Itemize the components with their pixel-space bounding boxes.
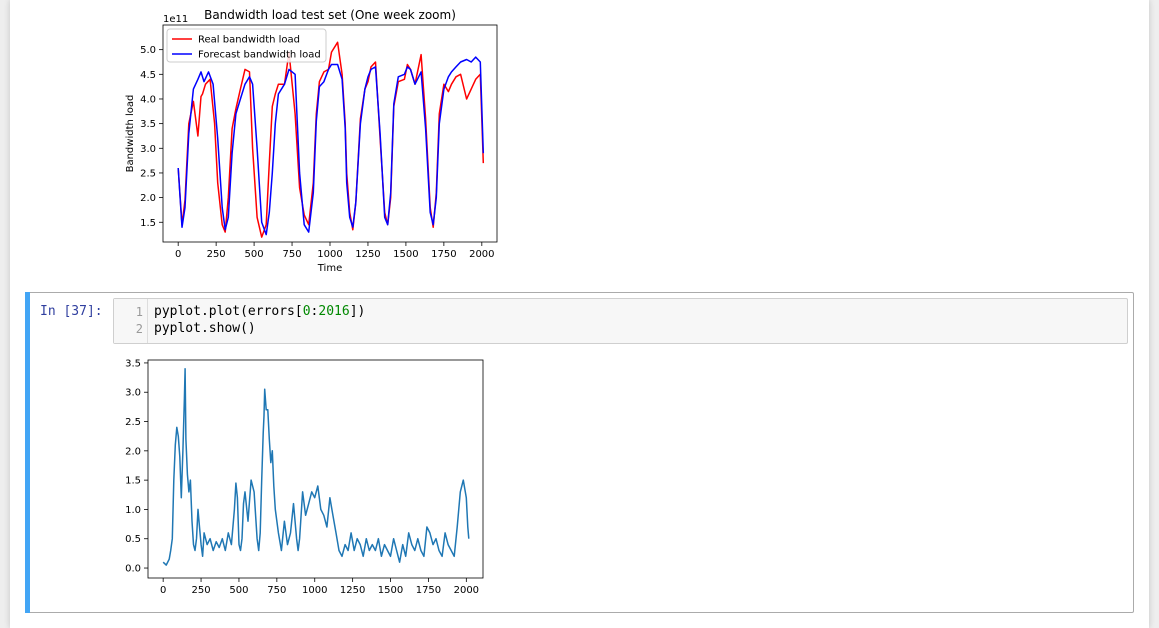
line-number: 1 <box>135 305 143 319</box>
y-tick-label: 1.0 <box>125 505 141 516</box>
x-tick-label: 2000 <box>469 249 494 260</box>
legend-label: Forecast bandwidth load <box>198 50 321 61</box>
y-tick-label: 2.5 <box>125 417 141 428</box>
series-line-1 <box>162 368 470 566</box>
series-line-2 <box>177 56 485 236</box>
legend-box <box>166 28 327 63</box>
x-tick-label: 750 <box>267 585 286 596</box>
input-prompt: In [37]: <box>40 304 103 319</box>
y-tick-label: 1.5 <box>125 476 141 487</box>
y-tick-label: 3.0 <box>125 388 141 399</box>
chart-title: Bandwidth load test set (One week zoom) <box>204 8 456 22</box>
y-tick-label: 5.0 <box>140 45 156 56</box>
code-number: 2016 <box>318 304 350 319</box>
x-tick-label: 250 <box>192 585 211 596</box>
y-tick-label: 4.5 <box>140 70 156 81</box>
x-tick-label: 1750 <box>431 249 456 260</box>
y-tick-label: 0.0 <box>125 564 141 575</box>
x-tick-label: 500 <box>245 249 264 260</box>
code-line-1[interactable]: pyplot.plot(errors[0:2016]) <box>154 304 365 319</box>
legend-label: Real bandwidth load <box>198 35 300 46</box>
x-tick-label: 1250 <box>340 585 365 596</box>
x-tick-label: 1500 <box>378 585 403 596</box>
y-tick-label: 0.5 <box>125 534 141 545</box>
bandwidth-forecast-chart: 0 250 500 750 1000 1250 1500 1750 2000 1.5 2.0 2.5 3… <box>125 8 498 274</box>
y-tick-label: 4.0 <box>140 94 156 105</box>
y-tick-label: 3.5 <box>125 358 141 369</box>
x-tick-label: 1000 <box>317 249 342 260</box>
x-tick-label: 250 <box>207 249 226 260</box>
x-tick-label: 0 <box>175 249 181 260</box>
y-tick-label: 3.0 <box>140 144 156 155</box>
line-number: 2 <box>135 322 143 336</box>
y-tick-label: 3.5 <box>140 119 156 130</box>
code-number: 0 <box>302 304 311 319</box>
code-text: : <box>310 304 319 319</box>
axis-offset-label: 1e11 <box>163 14 188 25</box>
y-tick-label: 2.0 <box>140 193 156 204</box>
y-tick-label: 2.5 <box>140 168 156 179</box>
x-tick-label: 1250 <box>355 249 380 260</box>
x-tick-label: 1500 <box>393 249 418 260</box>
code-line-2[interactable]: pyplot.show() <box>154 321 256 336</box>
code-editor[interactable]: 1 2 pyplot.plot(errors[0:2016]) pyplot.s… <box>113 298 1128 344</box>
y-tick-label: 1.5 <box>140 218 156 229</box>
x-tick-label: 1750 <box>416 585 441 596</box>
series-line-1 <box>177 41 485 238</box>
x-tick-label: 0 <box>160 585 166 596</box>
y-tick-label: 2.0 <box>125 446 141 457</box>
y-axis-label: Bandwidth load <box>125 95 136 173</box>
x-tick-label: 1000 <box>302 585 327 596</box>
x-axis-label: Time <box>317 263 342 274</box>
cell-selection-bar <box>25 292 30 613</box>
errors-chart: 0 250 500 750 1000 1250 1500 1750 2000 0.0 0.5 1.0 1… <box>125 358 484 596</box>
code-text: ]) <box>349 304 366 319</box>
x-tick-label: 500 <box>229 585 248 596</box>
plot-frame <box>147 359 484 579</box>
x-tick-label: 2000 <box>454 585 479 596</box>
line-number-gutter: 1 2 <box>114 299 148 343</box>
x-tick-label: 750 <box>282 249 301 260</box>
code-text: pyplot.plot(errors[ <box>154 304 303 319</box>
